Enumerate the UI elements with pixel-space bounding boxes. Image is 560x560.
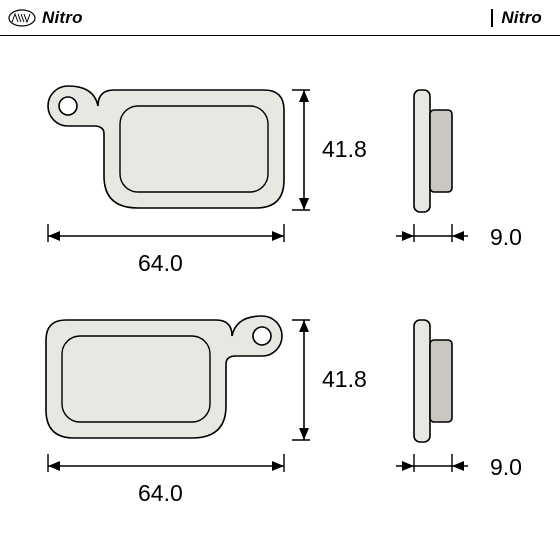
label-w1: 64.0 xyxy=(138,250,183,277)
dim-t1 xyxy=(396,224,486,254)
pad-front-2 xyxy=(40,314,290,454)
dim-h1 xyxy=(292,88,322,212)
pad-front-1 xyxy=(40,84,290,224)
label-t1: 9.0 xyxy=(490,224,522,251)
separator-bar xyxy=(491,9,493,27)
label-h1: 41.8 xyxy=(322,136,367,163)
diagram-stage: 41.8 64.0 9.0 41.8 64.0 xyxy=(0,36,560,560)
dim-h2 xyxy=(292,318,322,442)
pad-side-2 xyxy=(408,316,468,446)
header: Nitro Nitro xyxy=(0,0,560,36)
label-h2: 41.8 xyxy=(322,366,367,393)
brand-text-right: Nitro xyxy=(501,8,542,28)
dim-t2 xyxy=(396,454,486,484)
logo-right: Nitro xyxy=(491,8,542,28)
brand-icon xyxy=(8,9,36,27)
logo-left: Nitro xyxy=(8,8,83,28)
brand-text-left: Nitro xyxy=(42,8,83,28)
label-w2: 64.0 xyxy=(138,480,183,507)
label-t2: 9.0 xyxy=(490,454,522,481)
pad-side-1 xyxy=(408,86,468,216)
